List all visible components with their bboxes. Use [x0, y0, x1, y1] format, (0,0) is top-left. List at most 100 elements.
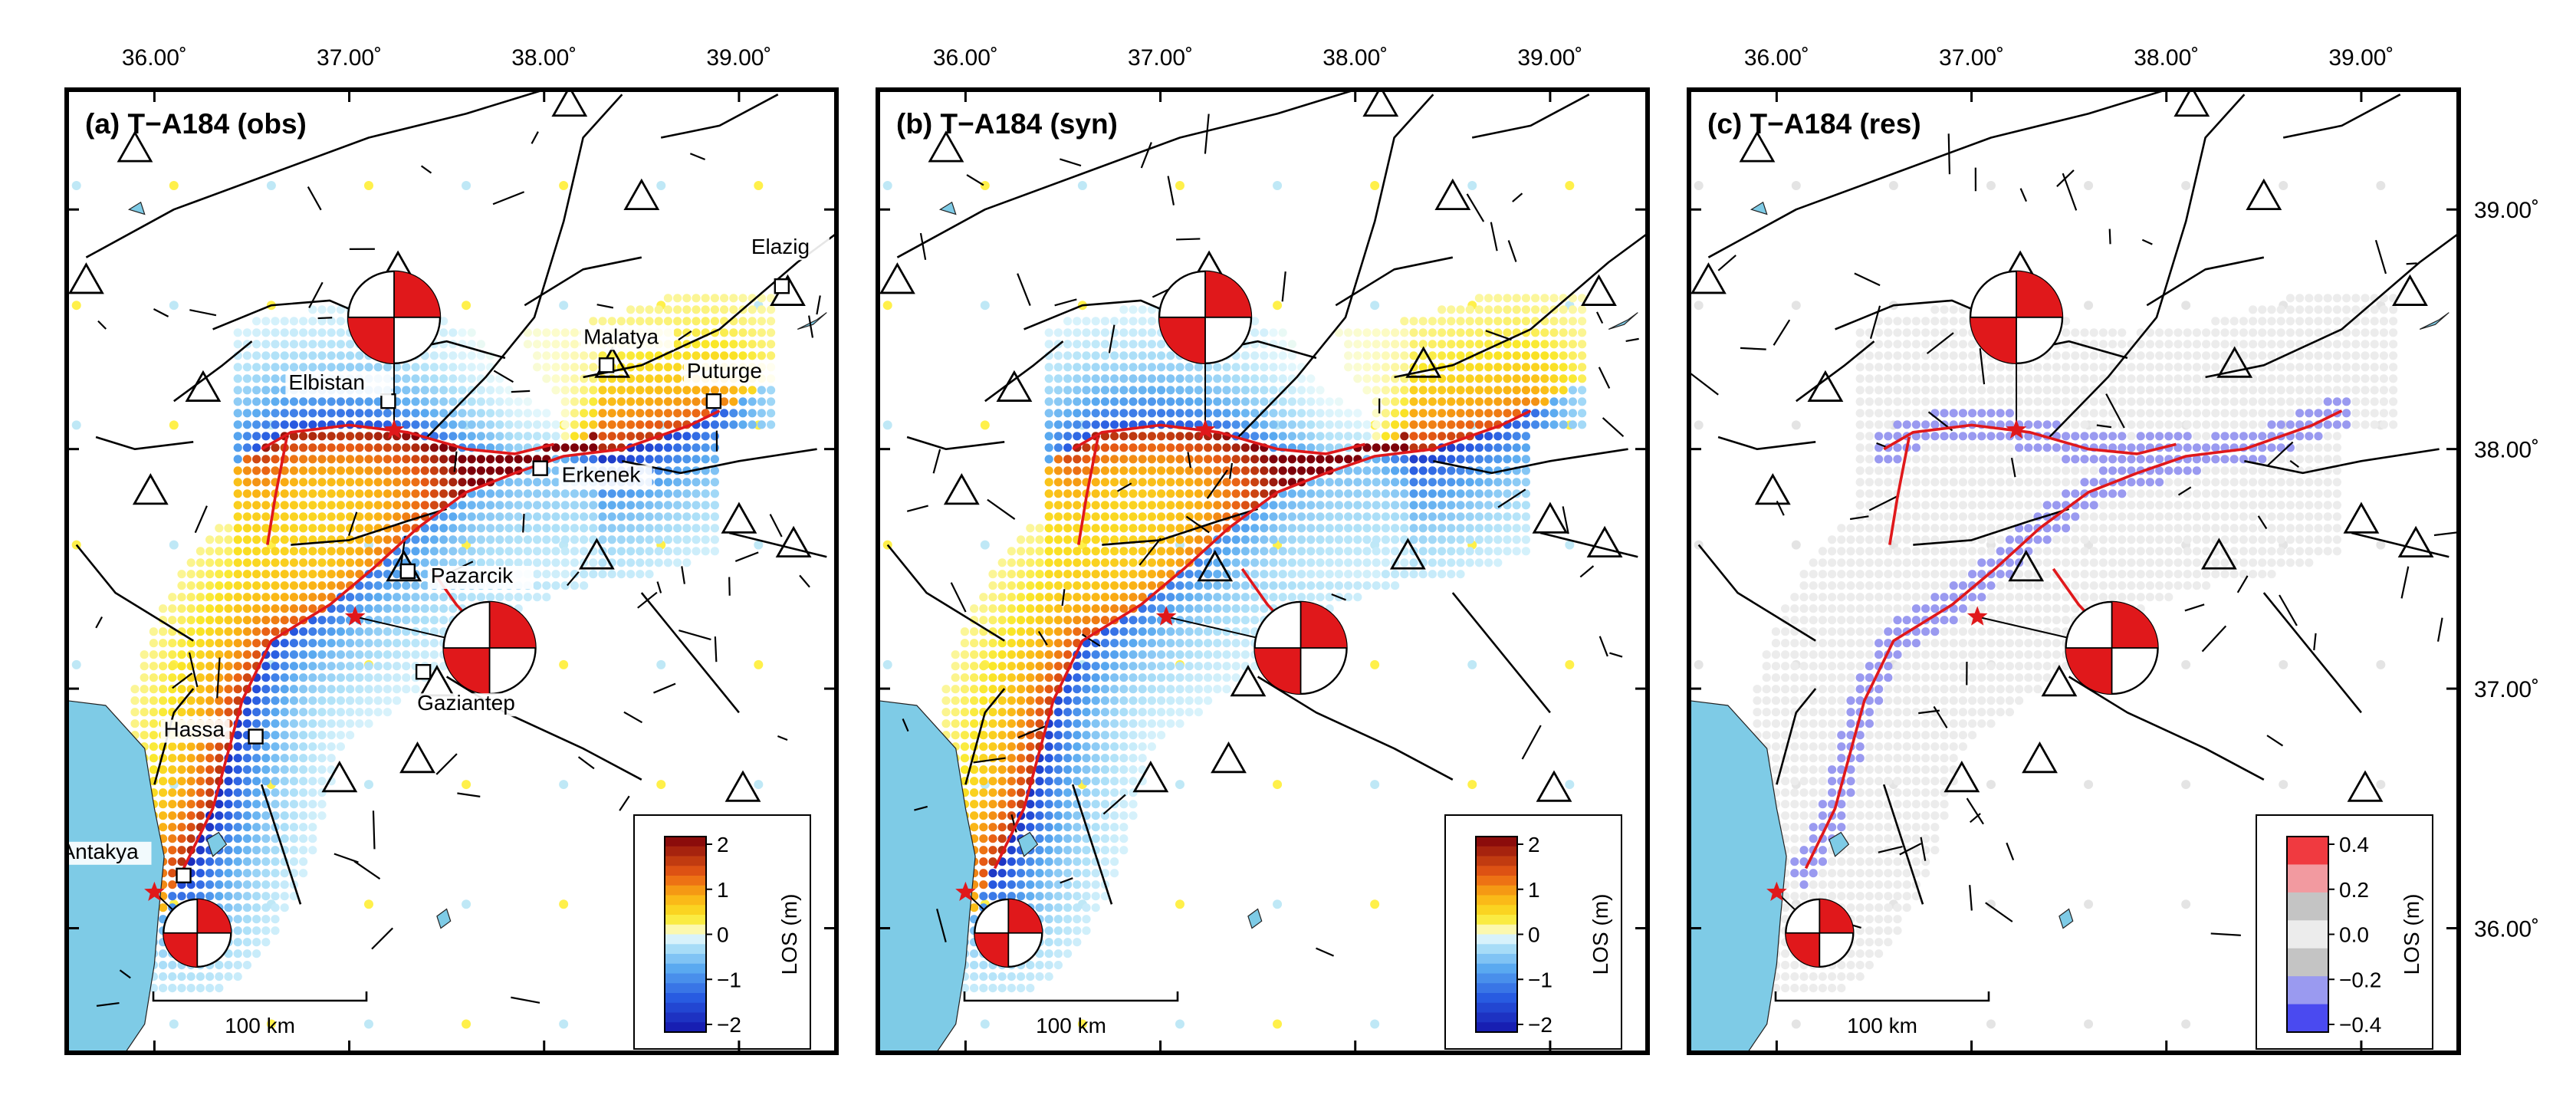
insar-point	[1157, 696, 1165, 705]
insar-point	[617, 432, 626, 440]
insar-point	[1288, 501, 1296, 509]
insar-point	[458, 386, 466, 394]
insar-point	[1250, 363, 1259, 371]
insar-point	[261, 351, 270, 360]
insar-point	[430, 593, 439, 601]
insar-point	[1101, 558, 1109, 567]
insar-point	[1419, 409, 1428, 417]
insar-point	[673, 501, 682, 509]
insar-point	[1250, 535, 1259, 544]
insar-point	[290, 742, 298, 751]
insar-point	[150, 708, 158, 716]
insar-point	[299, 570, 307, 578]
insar-point	[252, 616, 261, 624]
insar-point	[1073, 719, 1081, 728]
insar-point	[1045, 938, 1053, 946]
insar-point	[729, 328, 738, 337]
insar-point	[421, 386, 429, 394]
insar-point	[1456, 443, 1464, 452]
insar-point	[1513, 443, 1521, 452]
insar-point	[1045, 892, 1053, 900]
insar-point	[2376, 660, 2385, 669]
insar-point	[1063, 547, 1072, 555]
insar-point	[299, 696, 307, 705]
insar-point	[655, 420, 663, 429]
insar-point	[1763, 708, 1771, 716]
insar-point	[1382, 570, 1390, 578]
insar-point	[1119, 386, 1128, 394]
colorbar-segment	[1476, 837, 1517, 847]
insar-point	[1063, 581, 1072, 590]
insar-point	[1540, 340, 1549, 348]
insar-point	[1129, 593, 1137, 601]
insar-point	[243, 547, 251, 555]
insar-point	[337, 478, 345, 486]
insar-point	[168, 880, 176, 889]
insar-point	[1129, 317, 1137, 325]
insar-point	[252, 328, 261, 337]
insar-point	[1092, 662, 1100, 670]
insar-point	[261, 455, 270, 463]
insar-point	[1204, 593, 1212, 601]
insar-point	[1269, 535, 1277, 544]
insar-point	[673, 547, 682, 555]
insar-point	[1297, 535, 1306, 544]
insar-point	[364, 443, 373, 452]
insar-point	[1017, 570, 1025, 578]
insar-point	[1232, 501, 1240, 509]
insar-point	[1175, 673, 1184, 682]
insar-point	[271, 340, 279, 348]
insar-point	[570, 386, 579, 394]
insar-point	[317, 524, 326, 532]
insar-point	[317, 455, 326, 463]
insar-point	[551, 501, 560, 509]
insar-point	[1232, 570, 1240, 578]
insar-point	[215, 639, 223, 647]
insar-point	[1110, 742, 1119, 751]
insar-point	[234, 386, 242, 394]
insar-point	[1045, 754, 1053, 762]
insar-point	[1222, 409, 1230, 417]
fault-segment	[511, 391, 530, 392]
insar-point	[421, 374, 429, 383]
insar-point	[224, 788, 232, 797]
insar-point	[261, 489, 270, 498]
insar-point	[1185, 535, 1194, 544]
insar-point	[1035, 673, 1043, 682]
insar-point	[542, 593, 550, 601]
insar-point	[1503, 524, 1511, 532]
insar-point	[1781, 984, 1789, 992]
insar-point	[655, 524, 663, 532]
insar-point	[1213, 581, 1221, 590]
insar-point	[702, 501, 710, 509]
insar-point	[1578, 351, 1586, 360]
insar-point	[355, 397, 363, 406]
insar-point	[177, 754, 186, 762]
insar-point	[720, 409, 728, 417]
insar-point	[327, 731, 336, 739]
insar-point	[1772, 639, 1780, 647]
insar-point	[1138, 386, 1147, 394]
insar-point	[951, 708, 960, 716]
insar-point	[702, 305, 710, 314]
insar-point	[1063, 593, 1072, 601]
insar-point	[1475, 340, 1484, 348]
insar-point	[1110, 846, 1119, 854]
insar-point	[1279, 328, 1287, 337]
insar-point	[1382, 535, 1390, 544]
insar-point	[411, 650, 419, 659]
insar-point	[449, 328, 457, 337]
insar-point	[1400, 409, 1408, 417]
insar-point	[1045, 340, 1053, 348]
insar-point	[682, 305, 691, 314]
insar-point	[150, 627, 158, 636]
insar-point	[290, 351, 298, 360]
insar-point	[1790, 880, 1799, 889]
insar-point	[720, 294, 728, 302]
insar-point	[1073, 662, 1081, 670]
insar-point	[1222, 535, 1230, 544]
insar-point	[636, 305, 644, 314]
insar-point	[290, 696, 298, 705]
insar-point	[580, 386, 588, 394]
insar-point	[1007, 800, 1016, 808]
